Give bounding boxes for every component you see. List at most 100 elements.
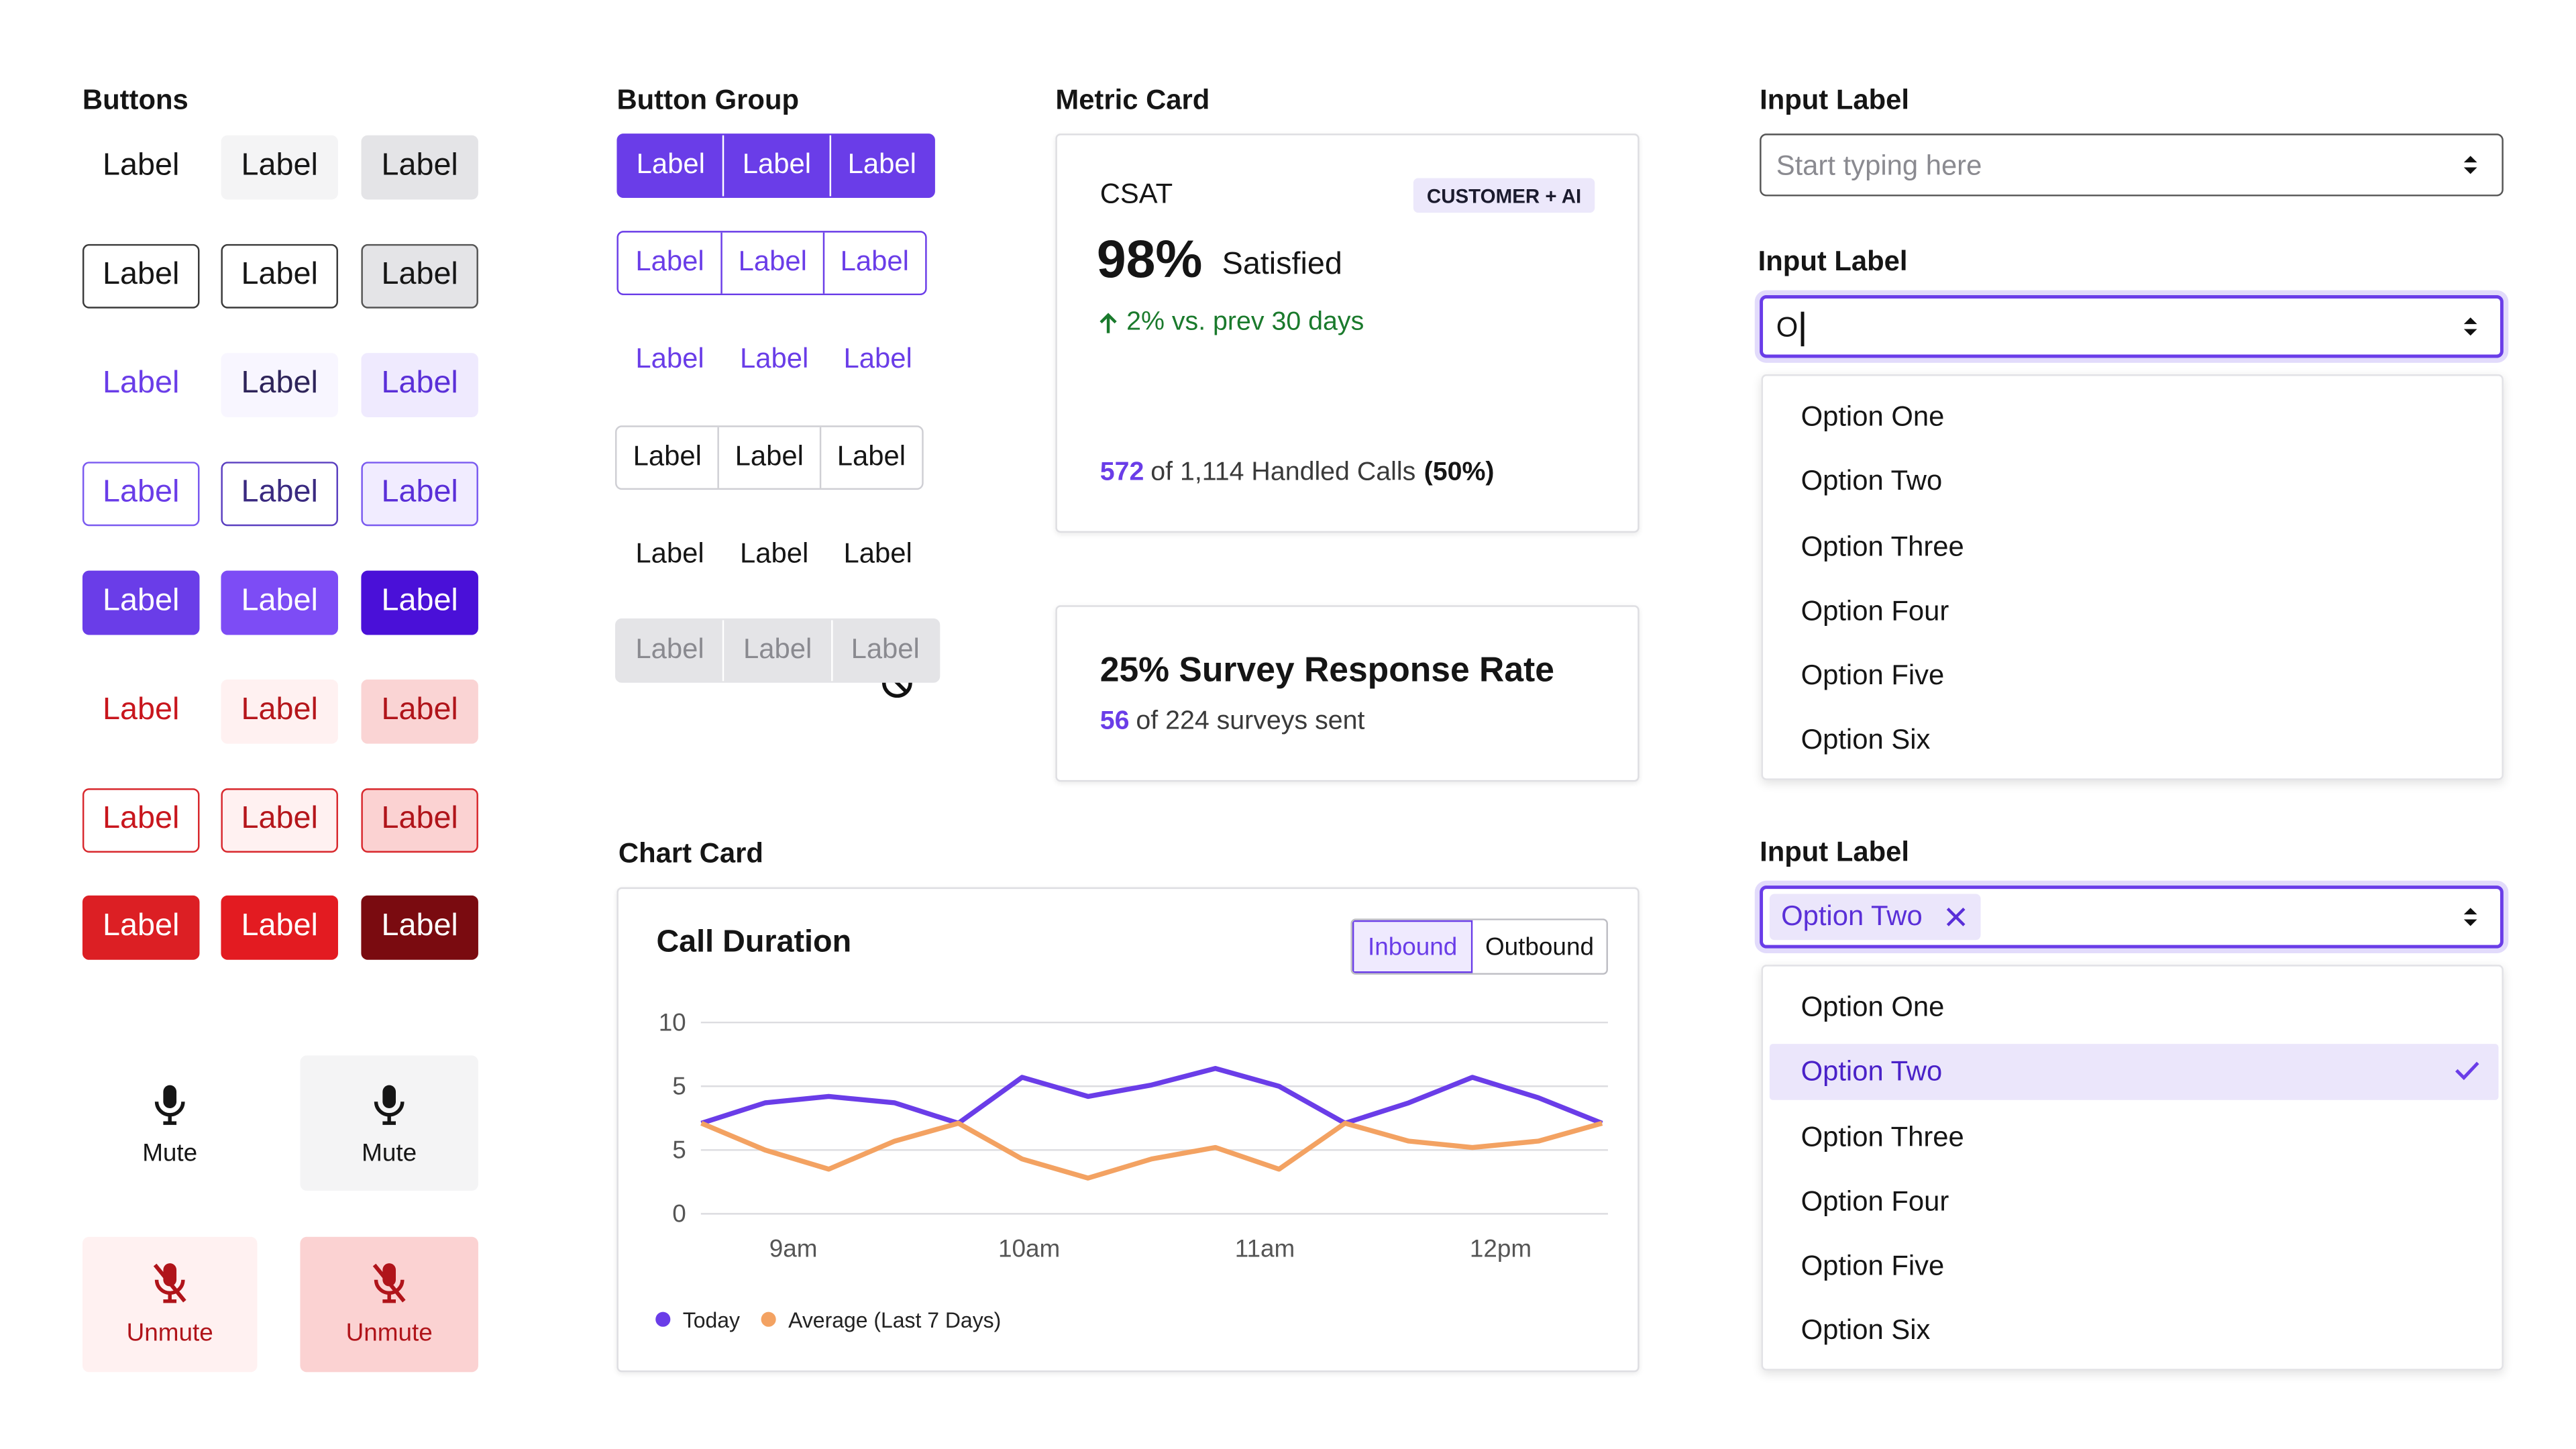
unmute-button[interactable]: Unmute (300, 1236, 478, 1373)
dropdown-option[interactable]: Option Three (1801, 530, 1964, 562)
button[interactable]: Label (221, 243, 338, 308)
dropdown-option[interactable]: Option Five (1801, 1250, 1945, 1281)
legend-swatch (655, 1311, 671, 1327)
button[interactable]: Label (361, 134, 478, 199)
group-button[interactable]: Label (635, 633, 704, 665)
group-button[interactable]: Label (822, 231, 925, 293)
group-button[interactable]: Label (636, 148, 705, 180)
unmute-button[interactable]: Unmute (82, 1236, 258, 1373)
trend-text: 2% vs. prev 30 days (1126, 308, 1364, 337)
group-button[interactable]: Label (740, 343, 809, 375)
button[interactable]: Label (361, 243, 478, 308)
handled-pct: (50%) (1424, 458, 1495, 487)
group-button[interactable]: Label (635, 537, 704, 570)
group-button[interactable]: Label (830, 619, 938, 681)
y-tick-label: 0 (672, 1200, 686, 1228)
select-chevron (2463, 156, 2477, 174)
group-button[interactable]: Label (633, 440, 702, 472)
mute-icon (154, 1085, 185, 1125)
survey-headline: 25% Survey Response Rate (1099, 651, 1554, 690)
button-group: Label Label Label (614, 425, 924, 489)
button[interactable]: Label (221, 134, 338, 199)
button[interactable]: Label (82, 461, 200, 526)
button[interactable]: Label (82, 894, 200, 959)
dropdown-option[interactable]: Option Six (1801, 1314, 1931, 1346)
button[interactable]: Label (221, 787, 338, 852)
chevron-shape (2463, 317, 2477, 336)
legend-label: Average (Last 7 Days) (788, 1308, 1001, 1332)
button[interactable]: Label (82, 243, 200, 308)
x-tick-label: 12pm (1470, 1234, 1532, 1262)
handled-count: 572 (1099, 458, 1144, 487)
button[interactable]: Label (103, 692, 180, 728)
group-button[interactable]: Label (819, 426, 922, 488)
input-field[interactable]: Start typing here (1760, 133, 2504, 197)
chip-remove-x (1946, 908, 1966, 926)
legend-swatch (761, 1311, 776, 1327)
dropdown-menu: Option One Option Two Option Three Option F… (1761, 374, 2504, 780)
input-placeholder: Start typing here (1776, 150, 1982, 182)
toggle-option[interactable]: Outbound (1472, 920, 1607, 973)
button[interactable]: Label (221, 570, 338, 635)
dropdown-option[interactable]: Option Six (1801, 724, 1931, 756)
unmute-icon (153, 1263, 186, 1303)
metric-value-label: Satisfied (1222, 246, 1342, 282)
selected-option-bg (1769, 1044, 2499, 1101)
y-tick-label: 5 (672, 1136, 686, 1164)
input-label: Input Label (1760, 836, 1910, 868)
dropdown-option[interactable]: Option Four (1801, 1185, 1949, 1217)
dropdown-option[interactable]: Option One (1801, 991, 1945, 1023)
button[interactable]: Label (361, 894, 478, 959)
group-button[interactable]: Label (635, 343, 704, 375)
dropdown-option[interactable]: Option Two (1801, 1056, 1943, 1087)
group-button[interactable]: Label (843, 343, 912, 375)
button[interactable]: Label (361, 787, 478, 852)
button[interactable]: Label (221, 678, 338, 743)
mic-stand (154, 1279, 185, 1303)
group-button[interactable]: Label (843, 537, 912, 570)
dropdown-menu: Option One Option Two Option Three Option F… (1761, 965, 2504, 1371)
check-icon (2455, 1062, 2479, 1081)
button[interactable]: Label (82, 787, 200, 852)
chart: 10 5 5 0 9am 10am 11am 12pm Today Average (Last 7… (655, 1008, 1608, 1332)
input-value: O (1776, 311, 1799, 343)
input-field[interactable]: Option Two (1760, 885, 2504, 949)
group-button[interactable]: Label (721, 231, 822, 293)
mic-stand (374, 1279, 405, 1303)
button[interactable]: Label (361, 461, 478, 526)
group-button[interactable]: Label (722, 134, 829, 196)
chip-remove[interactable] (1946, 907, 1966, 927)
toggle-option[interactable]: Inbound (1352, 920, 1473, 973)
group-button[interactable]: Label (718, 426, 819, 488)
button[interactable]: Label (103, 148, 180, 183)
button[interactable]: Label (82, 570, 200, 635)
unmute-label: Unmute (126, 1318, 213, 1347)
series-line (700, 1065, 1603, 1126)
dropdown-option[interactable]: Option Four (1801, 594, 1949, 627)
button[interactable]: Label (361, 352, 478, 417)
group-button[interactable]: Label (722, 619, 831, 681)
dropdown-option[interactable]: Option Five (1801, 659, 1945, 691)
button[interactable]: Label (361, 678, 478, 743)
group-button[interactable]: Label (740, 537, 809, 570)
button[interactable]: Label (221, 461, 338, 526)
dropdown-option[interactable]: Option Two (1801, 465, 1943, 497)
group-button[interactable]: Label (635, 246, 704, 278)
button[interactable]: Label (361, 570, 478, 635)
section-title: Button Group (616, 84, 800, 116)
dropdown-option[interactable]: Option Three (1801, 1120, 1964, 1152)
x-tick-label: 10am (998, 1234, 1060, 1262)
mic-slash (153, 1263, 186, 1303)
input-field[interactable]: O (1760, 295, 2504, 358)
dropdown-option[interactable]: Option One (1801, 400, 1945, 433)
input-label: Input Label (1760, 84, 1910, 116)
button[interactable]: Label (103, 366, 180, 401)
unmute-icon (372, 1263, 406, 1303)
button[interactable]: Label (221, 894, 338, 959)
group-button[interactable]: Label (828, 134, 934, 196)
button[interactable]: Label (221, 352, 338, 417)
chip[interactable]: Option Two (1769, 894, 1981, 941)
mute-button[interactable]: Mute (83, 1055, 258, 1191)
y-tick-label: 10 (659, 1008, 686, 1036)
